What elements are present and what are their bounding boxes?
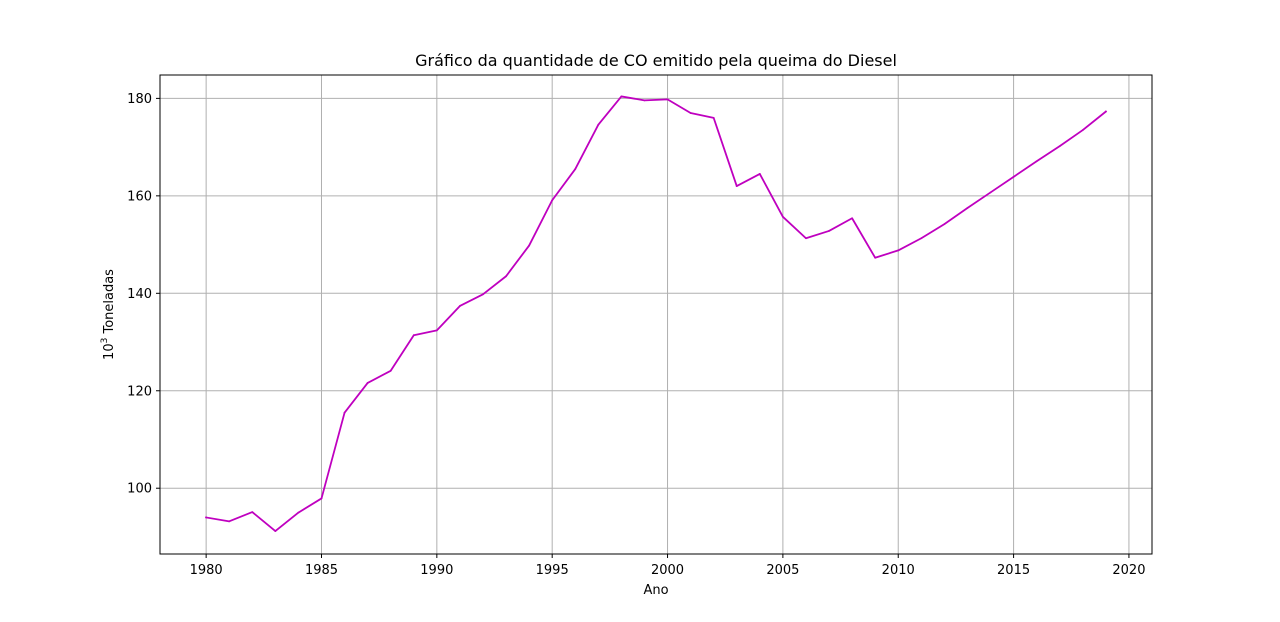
data-point (1104, 110, 1107, 113)
x-tick-label: 1990 (420, 563, 453, 578)
x-tick-label: 1980 (190, 563, 223, 578)
data-point (482, 293, 484, 296)
plot-frame (159, 74, 1153, 555)
data-point (989, 191, 992, 194)
y-tick-label: 180 (127, 92, 152, 107)
y-axis-label-base: 10 (102, 343, 117, 360)
y-tick-label: 120 (127, 384, 152, 399)
data-point (320, 497, 323, 500)
y-axis-label: 103 Toneladas (100, 269, 117, 360)
data-point (366, 382, 369, 384)
data-point (666, 98, 669, 101)
data-point (412, 334, 415, 337)
data-point (735, 185, 738, 188)
chart-title: Gráfico da quantidade de CO emitido pela… (415, 51, 897, 70)
data-point (251, 511, 254, 513)
y-axis-label-unit: Toneladas (102, 269, 117, 338)
data-point (228, 520, 231, 523)
data-point (297, 511, 300, 514)
data-point (1012, 175, 1015, 178)
data-point (1058, 145, 1061, 148)
data-point (620, 95, 623, 98)
data-point (897, 249, 900, 252)
x-tick-label: 2015 (997, 563, 1030, 578)
data-point (966, 207, 969, 209)
x-tick-label: 2000 (651, 563, 684, 578)
data-point (781, 215, 784, 218)
y-axis-label-exponent: 3 (100, 338, 110, 344)
data-point (274, 530, 277, 532)
data-point (689, 112, 692, 114)
series-layer (205, 95, 1108, 532)
data-point (389, 369, 392, 372)
x-tick-label: 2010 (882, 563, 915, 578)
series-line (205, 95, 1108, 532)
data-point (943, 223, 946, 226)
data-point (435, 329, 438, 332)
data-point (643, 99, 646, 102)
y-tick-label: 140 (127, 287, 152, 302)
x-tick-label: 2020 (1112, 563, 1145, 578)
x-tick-label: 1985 (305, 563, 338, 578)
y-tick-label: 100 (127, 482, 152, 497)
data-point (805, 237, 807, 240)
data-point (459, 305, 461, 307)
data-point (205, 516, 208, 519)
data-point (758, 173, 761, 175)
data-point (1081, 129, 1084, 131)
data-point (505, 275, 507, 278)
data-point (343, 411, 346, 414)
x-axis-label: Ano (643, 583, 668, 598)
data-point (551, 199, 554, 202)
data-point (597, 123, 600, 126)
y-tick-label: 160 (127, 189, 152, 204)
data-point (712, 116, 715, 119)
data-point (851, 217, 853, 220)
data-point (1035, 160, 1038, 163)
x-tick-label: 2005 (766, 563, 799, 578)
x-tick-label: 1995 (536, 563, 569, 578)
data-point (528, 244, 531, 247)
data-point (828, 230, 830, 232)
data-point (874, 256, 877, 259)
ticks: 1980 1985 1990 1995 2000 2005 2010 2015 2020 100 1… (127, 92, 1145, 578)
data-point (574, 168, 577, 170)
data-point (920, 237, 923, 240)
